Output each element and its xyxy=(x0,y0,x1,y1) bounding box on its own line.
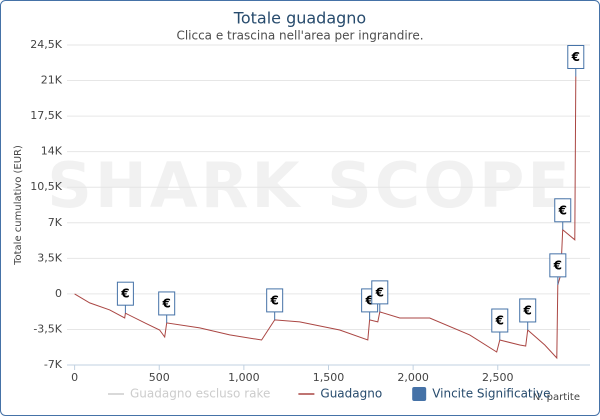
significant-win-flag: € xyxy=(554,198,572,230)
flag-box xyxy=(116,281,134,306)
flag-box xyxy=(519,298,537,323)
flag-label: € xyxy=(523,303,532,317)
y-tick-label: 7K xyxy=(48,216,63,229)
x-tick-label: 2,500 xyxy=(482,371,514,384)
legend-label[interactable]: Vincite Significative xyxy=(432,387,550,401)
significant-win-flag: € xyxy=(519,298,537,330)
flag-label: € xyxy=(162,296,171,310)
significant-win-flag: € xyxy=(491,308,509,341)
y-tick-label: 10,5K xyxy=(30,180,62,193)
flag-label: € xyxy=(269,293,278,307)
significant-win-flag: € xyxy=(371,280,389,312)
flag-box xyxy=(554,198,572,223)
y-tick-label: 14K xyxy=(41,145,63,158)
flag-label: € xyxy=(553,258,562,272)
y-axis-label: Totale cumulativo (EUR) xyxy=(13,145,24,266)
watermark: SHARK SCOPE xyxy=(47,149,573,222)
x-tick-label: 1,500 xyxy=(313,371,345,384)
y-tick-label: 17,5K xyxy=(30,109,62,122)
flag-box xyxy=(371,280,389,305)
significant-win-flag: € xyxy=(266,288,284,320)
x-tick-label: 0 xyxy=(71,371,78,384)
x-tick-label: 500 xyxy=(149,371,170,384)
flag-box xyxy=(266,288,284,313)
significant-win-flag: € xyxy=(567,44,585,77)
x-tick-label: 1,000 xyxy=(228,371,260,384)
significant-win-flag: € xyxy=(116,281,134,314)
legend-symbol xyxy=(412,387,427,401)
flag-label: € xyxy=(120,287,129,301)
y-tick-label: 21K xyxy=(41,74,63,87)
y-tick-label: 0 xyxy=(55,287,62,300)
flag-label: € xyxy=(364,293,373,307)
flag-label: € xyxy=(558,203,567,217)
chart-subtitle: Clicca e trascina nell'area per ingrandi… xyxy=(176,29,423,43)
flag-box xyxy=(158,291,176,316)
flag-box xyxy=(491,308,509,333)
flag-box xyxy=(567,44,585,69)
legend-label[interactable]: Guadagno xyxy=(320,387,382,401)
significant-win-flag: € xyxy=(549,253,567,285)
y-tick-label: 24,5K xyxy=(30,38,62,51)
significant-win-flag: € xyxy=(158,291,176,323)
flag-label: € xyxy=(571,50,580,64)
y-tick-label: -3,5K xyxy=(33,322,62,335)
flag-label: € xyxy=(375,285,384,299)
flag-box xyxy=(549,253,567,278)
flag-label: € xyxy=(495,314,504,328)
x-tick-label: 2,000 xyxy=(397,371,429,384)
legend-label[interactable]: Guadagno escluso rake xyxy=(130,387,270,401)
x-axis-label: N. partite xyxy=(533,392,580,403)
y-tick-label: 3,5K xyxy=(37,251,62,264)
data-line xyxy=(74,76,577,360)
chart-title: Totale guadagno xyxy=(233,9,366,28)
y-tick-label: -7K xyxy=(44,358,63,371)
